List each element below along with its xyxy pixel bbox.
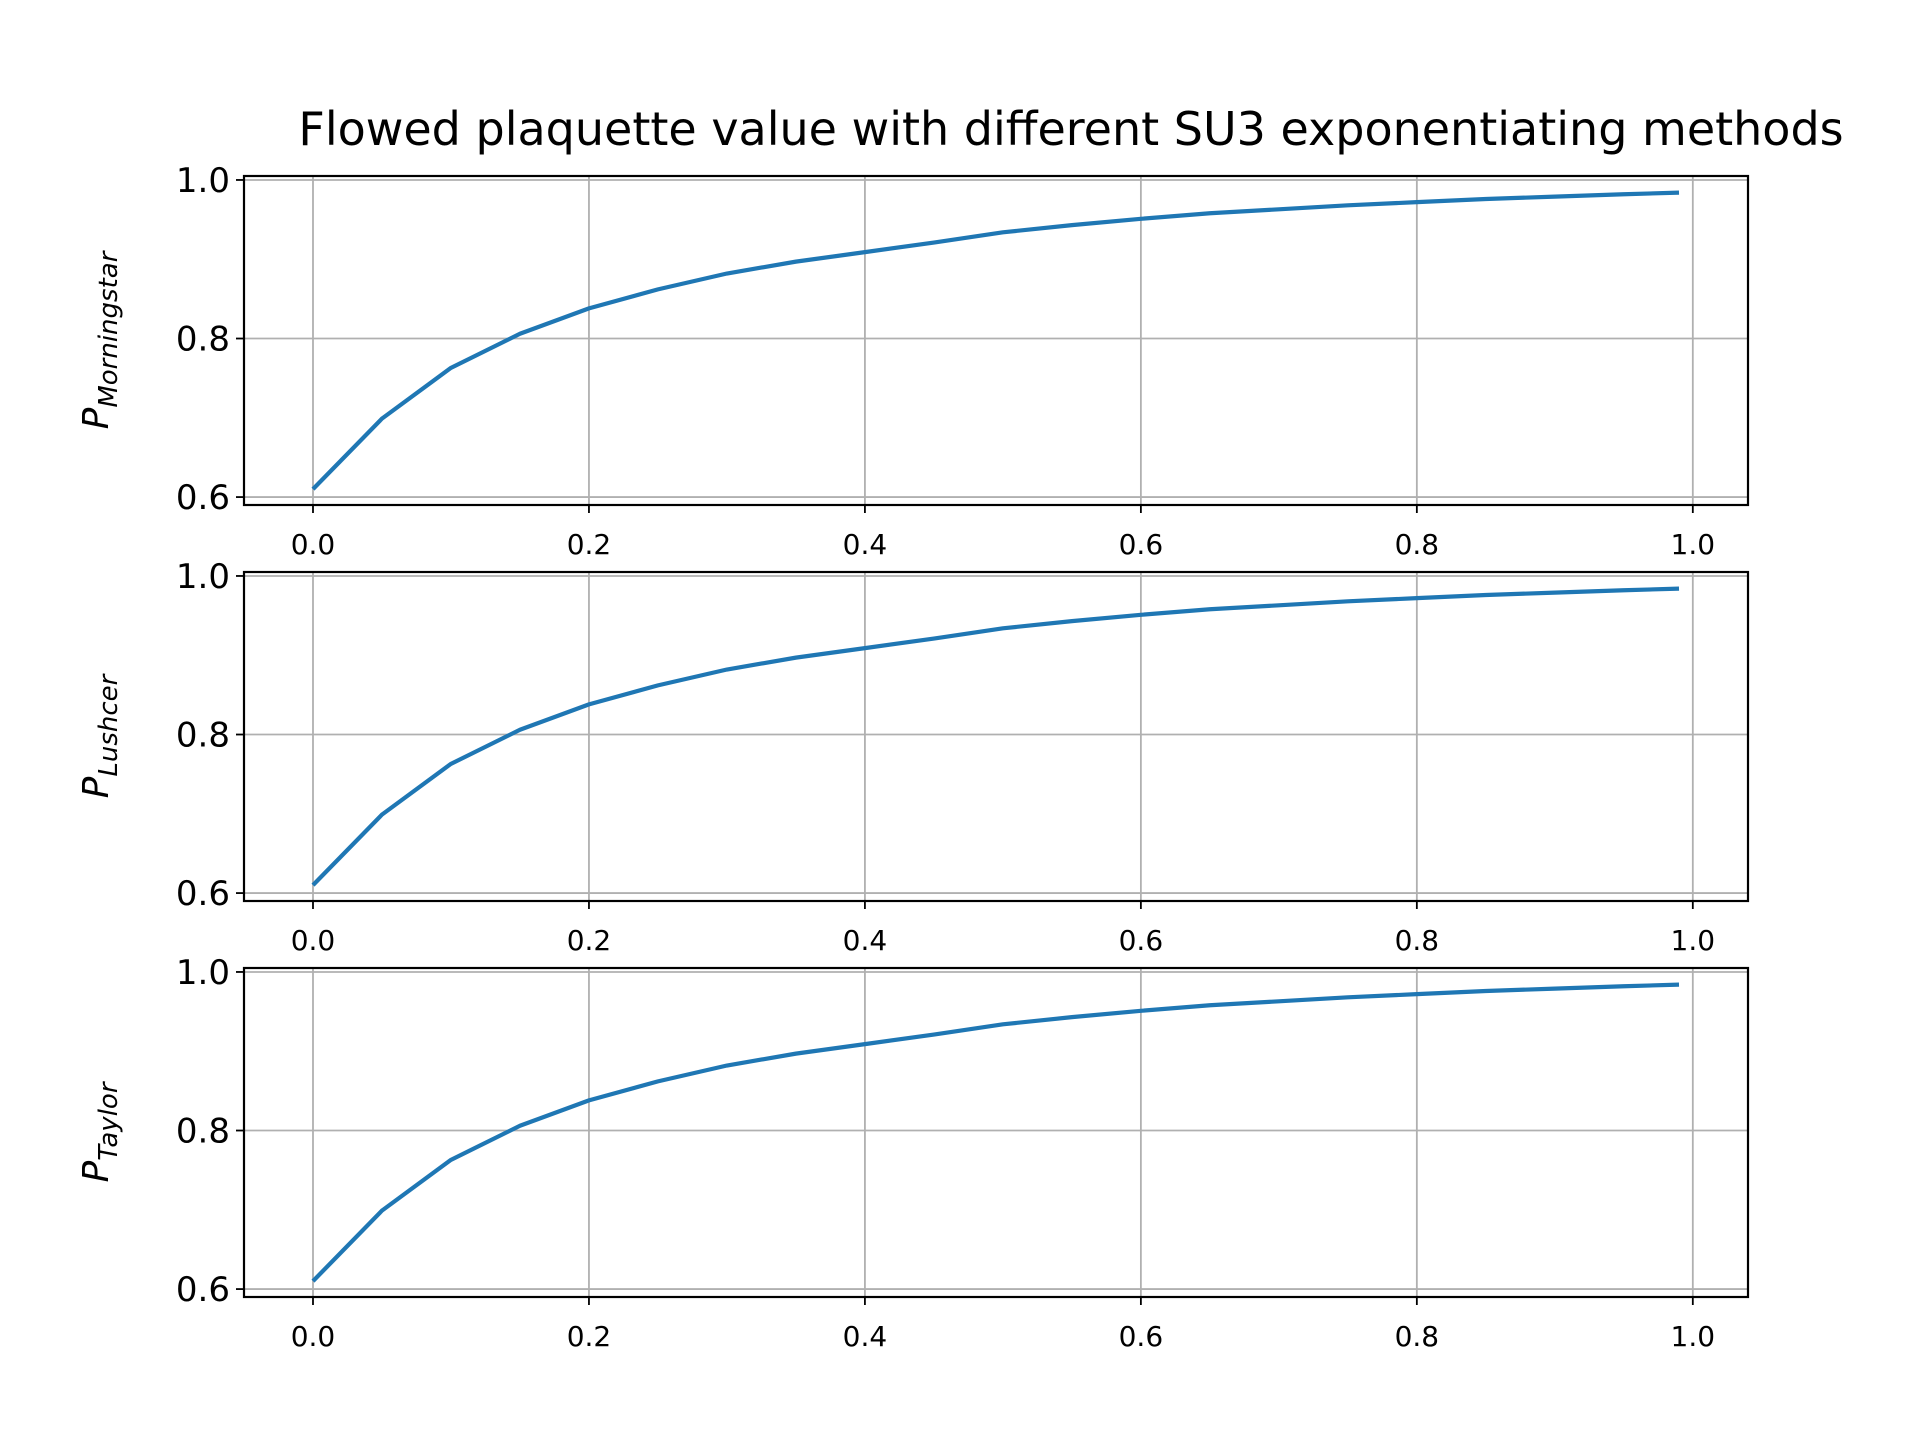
subplots-group: 0.0 0.2 0.4 0.6 0.8 1.00.60.81.0PMorningstar0… bbox=[76, 161, 1750, 1353]
x-tick-label: 0.0 bbox=[291, 528, 336, 561]
y-axis-label: PMorningstar bbox=[76, 249, 124, 429]
y-axis-label-main: P bbox=[76, 407, 117, 429]
y-tick-label: 0.6 bbox=[176, 478, 230, 518]
y-axis-label-subscript: Morningstar bbox=[94, 249, 124, 407]
y-tick-label: 0.8 bbox=[176, 1112, 230, 1152]
subplot-2: 0.0 0.2 0.4 0.6 0.8 1.0 0.6 0.8 1.0 PLushcer bbox=[76, 557, 1750, 957]
y-axis-label-main: P bbox=[76, 776, 117, 798]
x-tick-label: 0.4 bbox=[843, 528, 888, 561]
y-tick-label: 0.8 bbox=[176, 716, 230, 756]
x-tick-label: 0.2 bbox=[567, 924, 612, 957]
axes-frame bbox=[242, 570, 1750, 903]
y-tick-label: 0.6 bbox=[176, 1270, 230, 1310]
series-line-morningstar bbox=[311, 190, 1680, 491]
y-tick-label: 0.6 bbox=[176, 874, 230, 914]
x-tick-label: 1.0 bbox=[1671, 924, 1716, 957]
y-tick-label: 1.0 bbox=[176, 953, 230, 993]
x-tick-label: 0.0 bbox=[291, 924, 336, 957]
subplot-1: 0.0 0.2 0.4 0.6 0.8 1.0 0.6 0.8 1.0 PMorningstar bbox=[76, 161, 1750, 561]
axes-frame bbox=[242, 966, 1750, 1299]
x-tick-label: 0.8 bbox=[1395, 1320, 1440, 1353]
x-tick-label: 0.4 bbox=[843, 924, 888, 957]
x-tick-label: 0.8 bbox=[1395, 924, 1440, 957]
x-tick-label: 0.2 bbox=[567, 528, 612, 561]
y-axis-label: PTaylor bbox=[76, 1080, 124, 1182]
x-tick-label: 0.0 bbox=[291, 1320, 336, 1353]
x-tick-label: 0.6 bbox=[1119, 528, 1164, 561]
x-tick-label: 0.4 bbox=[843, 1320, 888, 1353]
x-tick-label: 0.8 bbox=[1395, 528, 1440, 561]
y-tick-label: 1.0 bbox=[176, 557, 230, 597]
y-axis-label-subscript: Lushcer bbox=[94, 672, 124, 776]
subplot-3: 0.0 0.2 0.4 0.6 0.8 1.0 0.6 0.8 1.0 PTaylor bbox=[76, 953, 1750, 1353]
x-tick-label: 1.0 bbox=[1671, 1320, 1716, 1353]
x-tick-label: 0.6 bbox=[1119, 1320, 1164, 1353]
y-axis-label-main: P bbox=[76, 1161, 117, 1183]
y-axis-label-subscript: Taylor bbox=[94, 1080, 124, 1161]
y-tick-label: 0.8 bbox=[176, 320, 230, 360]
x-tick-label: 0.6 bbox=[1119, 924, 1164, 957]
chart-title: Flowed plaquette value with different SU… bbox=[298, 102, 1843, 156]
x-tick-label: 1.0 bbox=[1671, 528, 1716, 561]
series-line-lushcer bbox=[311, 586, 1680, 887]
series-line-taylor bbox=[311, 982, 1680, 1283]
axes-frame bbox=[242, 174, 1750, 507]
y-axis-label: PLushcer bbox=[76, 672, 124, 798]
y-tick-label: 1.0 bbox=[176, 161, 230, 201]
x-tick-label: 0.2 bbox=[567, 1320, 612, 1353]
